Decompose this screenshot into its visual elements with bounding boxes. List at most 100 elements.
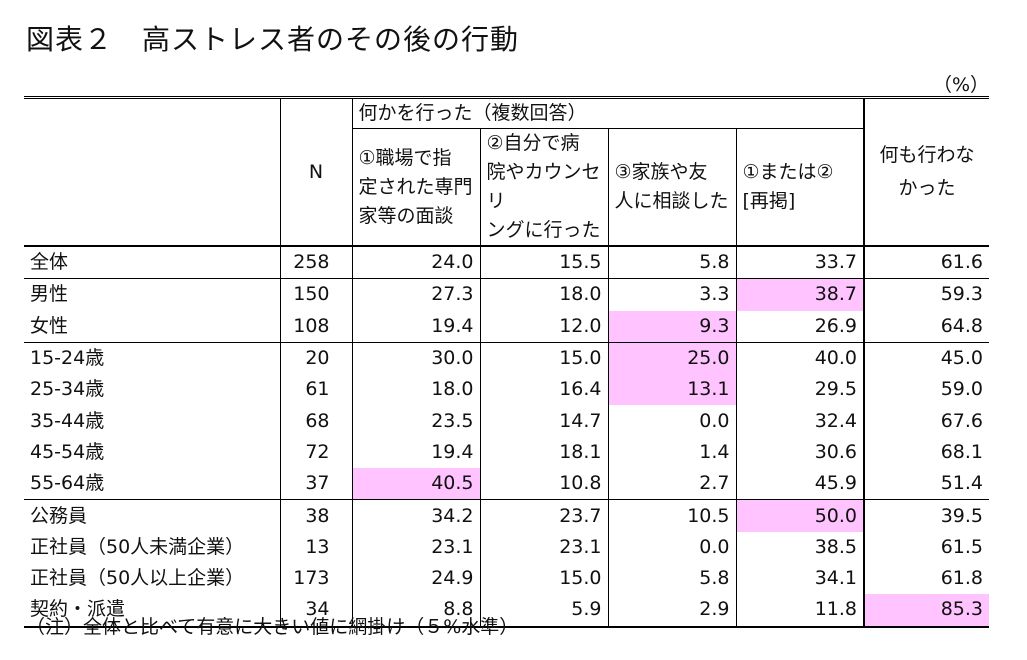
cell-c4: 30.6 [735,436,864,469]
cell-c3: 2.9 [607,594,736,628]
row-label: 45-54歳 [30,440,105,463]
cell-n: 72 [279,436,352,469]
row-label: 公務員 [24,499,280,532]
table-row: 正社員（50人未満企業） 13 23.1 23.1 0.0 38.5 61.5 [24,531,989,563]
cell-n: 108 [279,310,352,343]
row-label: 女性 [30,314,69,337]
cell-c3: 25.0 [607,341,736,375]
page-title: 図表２ 高ストレス者のその後の行動 [26,23,520,56]
cell-c4: 45.9 [735,468,864,500]
row-label: 契約・派遣 [24,594,280,628]
header-c2-line: ングに行った [486,219,601,241]
row-label: 15-24歳 [24,341,280,375]
cell-c1: 40.5 [351,468,480,500]
row-label: 35-44歳 [30,409,105,432]
cell-c1: 23.1 [351,531,480,563]
header-c5-line: 何も行わな [879,144,975,166]
header-c2-line: 院やカウンセリ [486,161,601,212]
row-label: 全体 [24,245,280,279]
cell-n: 150 [279,278,352,311]
header-c5-line: かった [898,177,956,199]
cell-c5: 59.0 [863,374,989,406]
cell-c3: 9.3 [607,310,736,343]
header-c1-line: ①職場で指 [358,146,452,169]
row-label-header [24,96,280,246]
cell-c1: 18.0 [351,374,480,406]
cell-c3: 3.3 [607,278,736,311]
cell-n: 37 [279,468,352,500]
cell-n: 173 [279,562,352,595]
cell-c4: 38.7 [735,278,864,311]
cell-n: 13 [279,531,352,563]
cell-c2: 23.7 [479,499,608,532]
header-c3-line: 人に相談した [614,190,729,212]
cell-n: 68 [279,405,352,437]
cell-n: 61 [279,374,352,406]
cell-c3: 5.8 [607,562,736,595]
header-c4: ①または② [再掲] [735,128,864,246]
cell-c2: 5.9 [479,594,608,628]
cell-c3: 2.7 [607,468,736,500]
header-c1: ①職場で指 定された専門 家等の面談 [351,128,480,246]
cell-c2: 12.0 [479,310,608,343]
row-label: 正社員（50人以上企業） [30,567,245,590]
row-label: 55-64歳 [30,472,105,495]
cell-c1: 24.9 [351,562,480,595]
cell-c2: 23.1 [479,531,608,563]
cell-c5: 85.3 [863,594,989,628]
header-c4-line: ①または② [742,161,834,183]
results-table: N 何かを行った（複数回答） 何も行わな かった ①職場で指 定された専門 家等… [24,96,989,628]
cell-c1: 30.0 [351,341,480,375]
cell-c3: 5.8 [607,245,736,279]
cell-c3: 10.5 [607,499,736,532]
cell-c3: 13.1 [607,374,736,406]
table-row: 25-34歳 61 18.0 16.4 13.1 29.5 59.0 [24,374,989,406]
cell-c5: 61.6 [863,245,989,279]
cell-c4: 38.5 [735,531,864,563]
cell-c1: 24.0 [351,245,480,279]
cell-c3: 0.0 [607,531,736,563]
cell-n: 20 [279,341,352,375]
unit-label: （%） [932,74,989,96]
cell-n: 258 [279,245,352,279]
cell-n: 38 [279,499,352,532]
cell-c5: 59.3 [863,278,989,311]
cell-c4: 11.8 [735,594,864,628]
table-row: 15-24歳 20 30.0 15.0 25.0 40.0 45.0 [24,341,989,375]
row-label: 男性 [24,278,280,311]
cell-c5: 64.8 [863,310,989,343]
header-c1-line: 定された専門 [358,175,473,198]
cell-c5: 61.8 [863,562,989,595]
table-row: 55-64歳 37 40.5 10.8 2.7 45.9 51.4 [24,468,989,500]
cell-c2: 15.0 [479,562,608,595]
cell-c3: 1.4 [607,436,736,469]
cell-c1: 23.5 [351,405,480,437]
header-c5: 何も行わな かった [863,96,989,246]
cell-c4: 32.4 [735,405,864,437]
table-row: 契約・派遣 34 8.8 5.9 2.9 11.8 85.3 [24,594,989,628]
footnote: （注）全体と比べて有意に大きい値に網掛け（５%水準） [26,616,519,638]
cell-c4: 33.7 [735,245,864,279]
table-row: 公務員 38 34.2 23.7 10.5 50.0 39.5 [24,499,989,532]
header-c2-line: ②自分で病 [486,132,580,154]
cell-c2: 14.7 [479,405,608,437]
cell-c2: 15.0 [479,341,608,375]
cell-c5: 39.5 [863,499,989,532]
header-n: N [279,96,352,246]
cell-c2: 18.1 [479,436,608,469]
row-label: 25-34歳 [30,378,105,401]
header-c4-line: [再掲] [742,190,796,212]
header-c2: ②自分で病 院やカウンセリ ングに行った [479,128,608,246]
cell-c4: 40.0 [735,341,864,375]
table-row: 全体 258 24.0 15.5 5.8 33.7 61.6 [24,245,989,279]
table-row: 45-54歳 72 19.4 18.1 1.4 30.6 68.1 [24,436,989,469]
cell-c4: 50.0 [735,499,864,532]
table-row: 男性 150 27.3 18.0 3.3 38.7 59.3 [24,278,989,311]
cell-c5: 61.5 [863,531,989,563]
cell-c2: 16.4 [479,374,608,406]
header-c1-line: 家等の面談 [358,204,454,227]
cell-c4: 26.9 [735,310,864,343]
cell-c1: 8.8 [351,594,480,628]
cell-c5: 67.6 [863,405,989,437]
cell-c5: 51.4 [863,468,989,500]
